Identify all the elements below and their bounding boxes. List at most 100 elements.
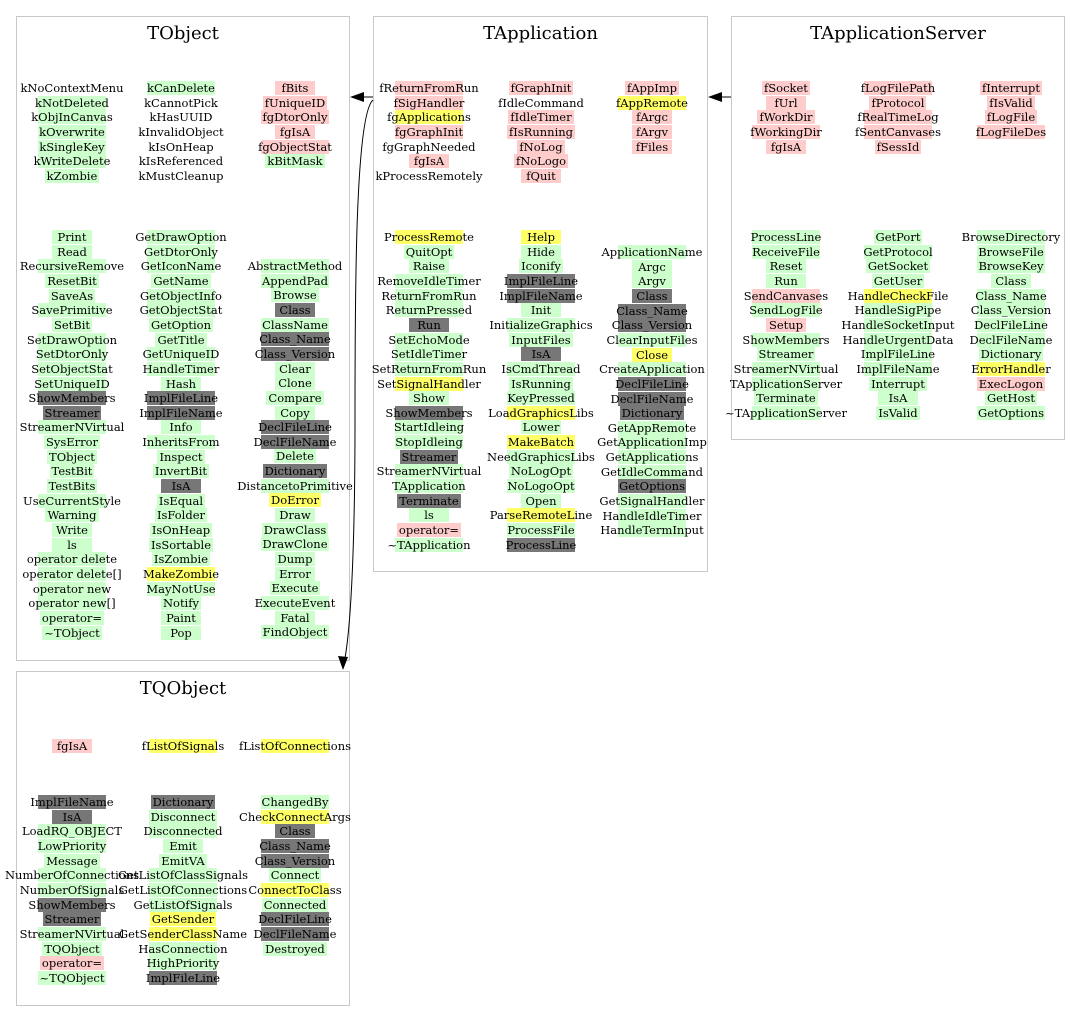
class-member: fWorkingDir bbox=[748, 124, 824, 139]
class-member: kMustCleanup bbox=[137, 169, 226, 183]
member-name: SaveAs bbox=[50, 288, 94, 303]
member-highlight bbox=[49, 464, 95, 479]
member-name: ~TApplicationServer bbox=[725, 405, 847, 420]
member-highlight bbox=[275, 124, 315, 139]
member-highlight bbox=[275, 552, 315, 566]
member-name: fArgc bbox=[636, 110, 668, 125]
member-name: Streamer bbox=[44, 912, 100, 927]
member-name: HandleUrgentData bbox=[842, 332, 954, 347]
member-name: ShowMembers bbox=[742, 332, 830, 347]
member-name: kNotDeleted bbox=[35, 95, 109, 110]
member-highlight bbox=[766, 317, 806, 332]
class-member: GetSenderClassName bbox=[117, 926, 249, 941]
member-highlight bbox=[863, 347, 932, 362]
member-name: DeclFileLine bbox=[258, 912, 332, 927]
member-name: Clone bbox=[278, 376, 312, 391]
class-member: fgGraphInit bbox=[393, 124, 465, 139]
member-name: ExecLogon bbox=[978, 376, 1044, 391]
member-highlight bbox=[632, 139, 672, 154]
member-name: GetOption bbox=[150, 317, 211, 332]
member-highlight bbox=[508, 464, 574, 479]
member-name: kMustCleanup bbox=[138, 168, 224, 183]
member-name: TApplicationServer bbox=[729, 376, 843, 391]
member-name: IsZombie bbox=[153, 552, 209, 567]
class-member: Class bbox=[273, 824, 317, 839]
class-member: Streamer bbox=[41, 405, 104, 420]
member-name: StreamerNVirtual bbox=[376, 464, 482, 479]
class-member: StreamerNVirtual bbox=[18, 420, 127, 435]
member-name: DrawClone bbox=[262, 537, 328, 552]
class-member: SendLogFile bbox=[747, 303, 825, 318]
member-highlight bbox=[517, 139, 565, 154]
member-highlight bbox=[275, 302, 315, 317]
member-name: Print bbox=[57, 230, 87, 244]
member-name: Class_Version bbox=[611, 318, 693, 333]
class-member: ~TQObject bbox=[36, 970, 108, 985]
member-highlight bbox=[37, 581, 106, 596]
member-name: kBitMask bbox=[267, 154, 323, 169]
member-name: Write bbox=[56, 523, 88, 537]
member-highlight bbox=[521, 303, 561, 318]
member-name: Read bbox=[57, 244, 87, 259]
member-highlight bbox=[506, 317, 575, 332]
member-highlight bbox=[863, 124, 932, 139]
class-title: TQObject bbox=[139, 678, 227, 699]
member-name: fUniqueID bbox=[264, 95, 326, 110]
class-member: ShowMembers bbox=[26, 897, 117, 912]
class-member: HandleIdleTimer bbox=[600, 508, 703, 523]
class-member: IsA bbox=[50, 809, 94, 824]
member-name: Terminate bbox=[756, 391, 816, 406]
member-name: Hide bbox=[527, 244, 555, 259]
member-highlight bbox=[624, 81, 680, 95]
member-highlight bbox=[37, 303, 106, 318]
member-name: SysError bbox=[45, 435, 99, 450]
class-member: NeedGraphicsLibs bbox=[485, 449, 597, 464]
member-highlight bbox=[976, 317, 1045, 332]
member-name: Class_Version bbox=[970, 303, 1052, 318]
class-member: Lower bbox=[519, 420, 564, 435]
member-name: IsSortable bbox=[150, 537, 212, 552]
class-member: fIdleTimer bbox=[506, 110, 575, 125]
member-name: Class_Version bbox=[254, 346, 336, 361]
member-highlight bbox=[260, 882, 329, 897]
member-name: ProcessRemote bbox=[384, 230, 474, 244]
class-member: fSessId bbox=[873, 139, 924, 154]
class-member: fgIsA bbox=[273, 124, 317, 139]
member-highlight bbox=[275, 824, 315, 839]
class-member: GetProtocol bbox=[861, 244, 934, 259]
member-highlight bbox=[508, 110, 574, 125]
member-highlight bbox=[976, 124, 1045, 139]
member-highlight bbox=[394, 420, 463, 435]
member-highlight bbox=[45, 508, 99, 523]
member-highlight bbox=[506, 537, 575, 552]
member-name: DistancetoPrimitive bbox=[237, 478, 353, 493]
class-member: Compare bbox=[264, 390, 325, 405]
class-member: Disconnected bbox=[141, 824, 224, 839]
class-member: GetDtorOnly bbox=[142, 244, 220, 259]
member-highlight bbox=[39, 956, 105, 971]
class-member: HandleTimer bbox=[141, 361, 222, 376]
member-name: kIsOnHeap bbox=[148, 139, 214, 154]
member-highlight bbox=[260, 332, 329, 347]
class-member: fUniqueID bbox=[261, 95, 329, 110]
member-name: ProcessLine bbox=[505, 537, 577, 552]
member-name: ErrorHandler bbox=[971, 361, 1051, 376]
member-name: fgIsA bbox=[770, 139, 802, 154]
member-name: kObjInCanvas bbox=[31, 110, 113, 125]
class-member: AppendPad bbox=[259, 273, 331, 288]
member-name: GetName bbox=[153, 273, 209, 288]
member-highlight bbox=[45, 273, 99, 288]
member-highlight bbox=[37, 795, 106, 809]
member-highlight bbox=[148, 941, 217, 956]
class-member: SetSignalHandler bbox=[375, 376, 483, 391]
member-highlight bbox=[617, 435, 686, 450]
member-highlight bbox=[147, 81, 215, 95]
class-member: fQuit bbox=[519, 168, 563, 183]
class-member: DeclFileName bbox=[252, 926, 339, 941]
member-name: SetBit bbox=[53, 317, 91, 332]
class-member: TApplication bbox=[390, 479, 467, 494]
member-highlight bbox=[52, 244, 92, 259]
member-highlight bbox=[275, 610, 315, 625]
class-member: Open bbox=[519, 493, 563, 508]
member-name: Dictionary bbox=[621, 406, 683, 421]
